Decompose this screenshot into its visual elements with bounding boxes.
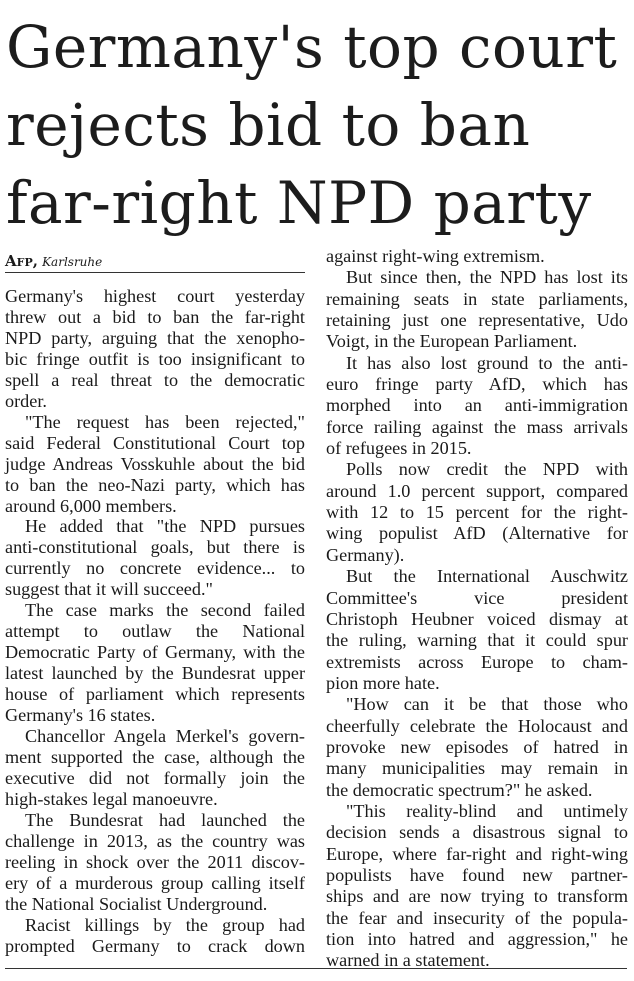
- text-line: around 1.0 percent support, compared: [326, 480, 628, 501]
- text-line: Chancellor Angela Merkel's govern-: [25, 726, 305, 747]
- article-paragraph: Germany's highest court yesterday threw o…: [5, 286, 305, 412]
- text-line: Racist killings by the group had: [25, 914, 305, 935]
- text-line: judge Andreas Vosskuhle about the bid: [5, 453, 305, 474]
- text-line: suggest that it will succeed.": [5, 579, 213, 600]
- text-line: "This reality-blind and untimely: [346, 800, 628, 821]
- text-line: wing populist AfD (Alternative for: [326, 523, 628, 544]
- text-line: "The request has been rejected,": [25, 411, 305, 432]
- text-line: around 6,000 members.: [5, 495, 177, 516]
- byline-place: Karlsruhe: [42, 255, 103, 269]
- text-line: ery of a murderous group calling itself: [5, 872, 305, 893]
- headline: Germany's top court rejects bid to ban f…: [6, 8, 631, 242]
- text-line: ment supported the case, although the: [5, 746, 305, 767]
- text-line: pion more hate.: [326, 672, 440, 693]
- headline-line: Germany's top court: [6, 13, 618, 81]
- text-line: Germany's 16 states.: [5, 705, 156, 726]
- text-line: said Federal Constitutional Court top: [5, 432, 305, 453]
- article-column-left: Germany's highest court yesterday threw o…: [5, 286, 305, 957]
- bottom-divider: [5, 968, 627, 969]
- text-line: currently no concrete evidence... to: [5, 558, 305, 579]
- text-line: against right-wing extremism.: [326, 246, 545, 266]
- text-line: Voigt, in the European Parliament.: [326, 331, 578, 352]
- text-line: The Bundesrat had launched the: [25, 809, 305, 830]
- text-line: many municipalities may remain in: [326, 758, 628, 779]
- text-line: spell a real threat to the democratic: [5, 369, 305, 390]
- article-paragraph: The Bundesrat had launched the challenge …: [5, 810, 305, 915]
- text-line: It has also lost ground to the anti-: [346, 352, 628, 373]
- article-paragraph: Polls now credit the NPD with around 1.0 …: [326, 459, 628, 566]
- text-line: warned in a statement.: [326, 950, 490, 971]
- article-paragraph: "The request has been rejected," said Fed…: [5, 412, 305, 517]
- text-line: Germany's highest court yesterday: [5, 286, 305, 306]
- text-line: reeling in shock over the 2011 discov-: [5, 851, 305, 872]
- headline-line: far-right NPD party: [6, 169, 592, 237]
- text-line: extremists across Europe to cham-: [326, 651, 628, 672]
- text-line: prompted Germany to crack down: [5, 935, 305, 956]
- headline-line: rejects bid to ban: [6, 91, 531, 159]
- text-line: tion into hatred and aggression," he: [326, 929, 628, 949]
- text-line: populists have found new partner-: [326, 864, 628, 885]
- byline: Afp, Karlsruhe: [5, 252, 102, 270]
- article-column-right: against right-wing extremism. But since t…: [326, 246, 628, 972]
- text-line: to ban the neo-Nazi party, which has: [5, 474, 305, 495]
- text-line: the democratic spectrum?" he asked.: [326, 779, 593, 800]
- text-line: Committee's vice president: [326, 587, 628, 608]
- text-line: order.: [5, 390, 47, 411]
- text-line: of refugees in 2015.: [326, 438, 472, 459]
- text-line: Polls now credit the NPD with: [346, 459, 628, 480]
- text-line: Democratic Party of Germany, with the: [5, 642, 305, 663]
- article-paragraph: But the International Auschwitz Committee…: [326, 566, 628, 694]
- text-line: the ruling, warning that it could spur: [326, 630, 628, 651]
- text-line: remaining seats in state parliaments,: [326, 288, 628, 309]
- byline-agency: Afp,: [5, 252, 38, 270]
- text-line: "How can it be that those who: [346, 694, 628, 715]
- article-paragraph: Racist killings by the group had prompted…: [5, 915, 305, 957]
- article-paragraph: "How can it be that those who cheerfully …: [326, 694, 628, 801]
- article-paragraph: Chancellor Angela Merkel's govern-ment s…: [5, 726, 305, 810]
- text-line: Europe, where far-right and right-wing: [326, 843, 628, 864]
- text-line: challenge in 2013, as the country was: [5, 830, 305, 851]
- article-paragraph: It has also lost ground to the anti-euro…: [326, 353, 628, 460]
- text-line: NPD party, arguing that the xenopho-: [5, 327, 305, 348]
- text-line: anti-constitutional goals, but there is: [5, 537, 305, 558]
- article-paragraph: The case marks the second failed attempt …: [5, 600, 305, 726]
- text-line: euro fringe party AfD, which has: [326, 374, 628, 395]
- text-line: cheerfully celebrate the Holocaust and: [326, 715, 628, 736]
- text-line: But the International Auschwitz: [346, 566, 628, 587]
- text-line: provoke new episodes of hatred in: [326, 736, 628, 757]
- article-paragraph: He added that "the NPD pursues anti-const…: [5, 516, 305, 600]
- article-paragraph: "This reality-blind and untimely decision…: [326, 801, 628, 972]
- text-line: threw out a bid to ban the far-right: [5, 306, 305, 327]
- text-line: Germany).: [326, 544, 405, 565]
- text-line: latest launched by the Bundesrat upper: [5, 663, 305, 684]
- text-line: decision sends a disastrous signal to: [326, 822, 628, 843]
- text-line: ships and are now trying to transform: [326, 886, 628, 907]
- article-paragraph: But since then, the NPD has lost its rema…: [326, 267, 628, 352]
- text-line: morphed into an anti-immigration: [326, 395, 628, 416]
- text-line: attempt to outlaw the National: [5, 621, 305, 642]
- text-line: executive did not formally join the: [5, 767, 305, 788]
- byline-divider: [5, 272, 305, 273]
- text-line: bic fringe outfit is too insignificant t…: [5, 348, 305, 369]
- text-line: high-stakes legal manoeuvre.: [5, 788, 218, 809]
- article-paragraph: against right-wing extremism.: [326, 246, 628, 267]
- text-line: He added that "the NPD pursues: [25, 516, 305, 537]
- text-line: The case marks the second failed: [25, 600, 305, 621]
- text-line: the National Socialist Underground.: [5, 893, 268, 914]
- text-line: retaining just one representative, Udo: [326, 310, 628, 331]
- text-line: with 12 to 15 percent for the right-: [326, 502, 628, 523]
- text-line: But since then, the NPD has lost its: [346, 267, 628, 288]
- text-line: the fear and insecurity of the popula-: [326, 907, 628, 928]
- text-line: Christoph Heubner voiced dismay at: [326, 608, 628, 629]
- text-line: force railing against the mass arrivals: [326, 416, 628, 437]
- text-line: house of parliament which represents: [5, 684, 305, 705]
